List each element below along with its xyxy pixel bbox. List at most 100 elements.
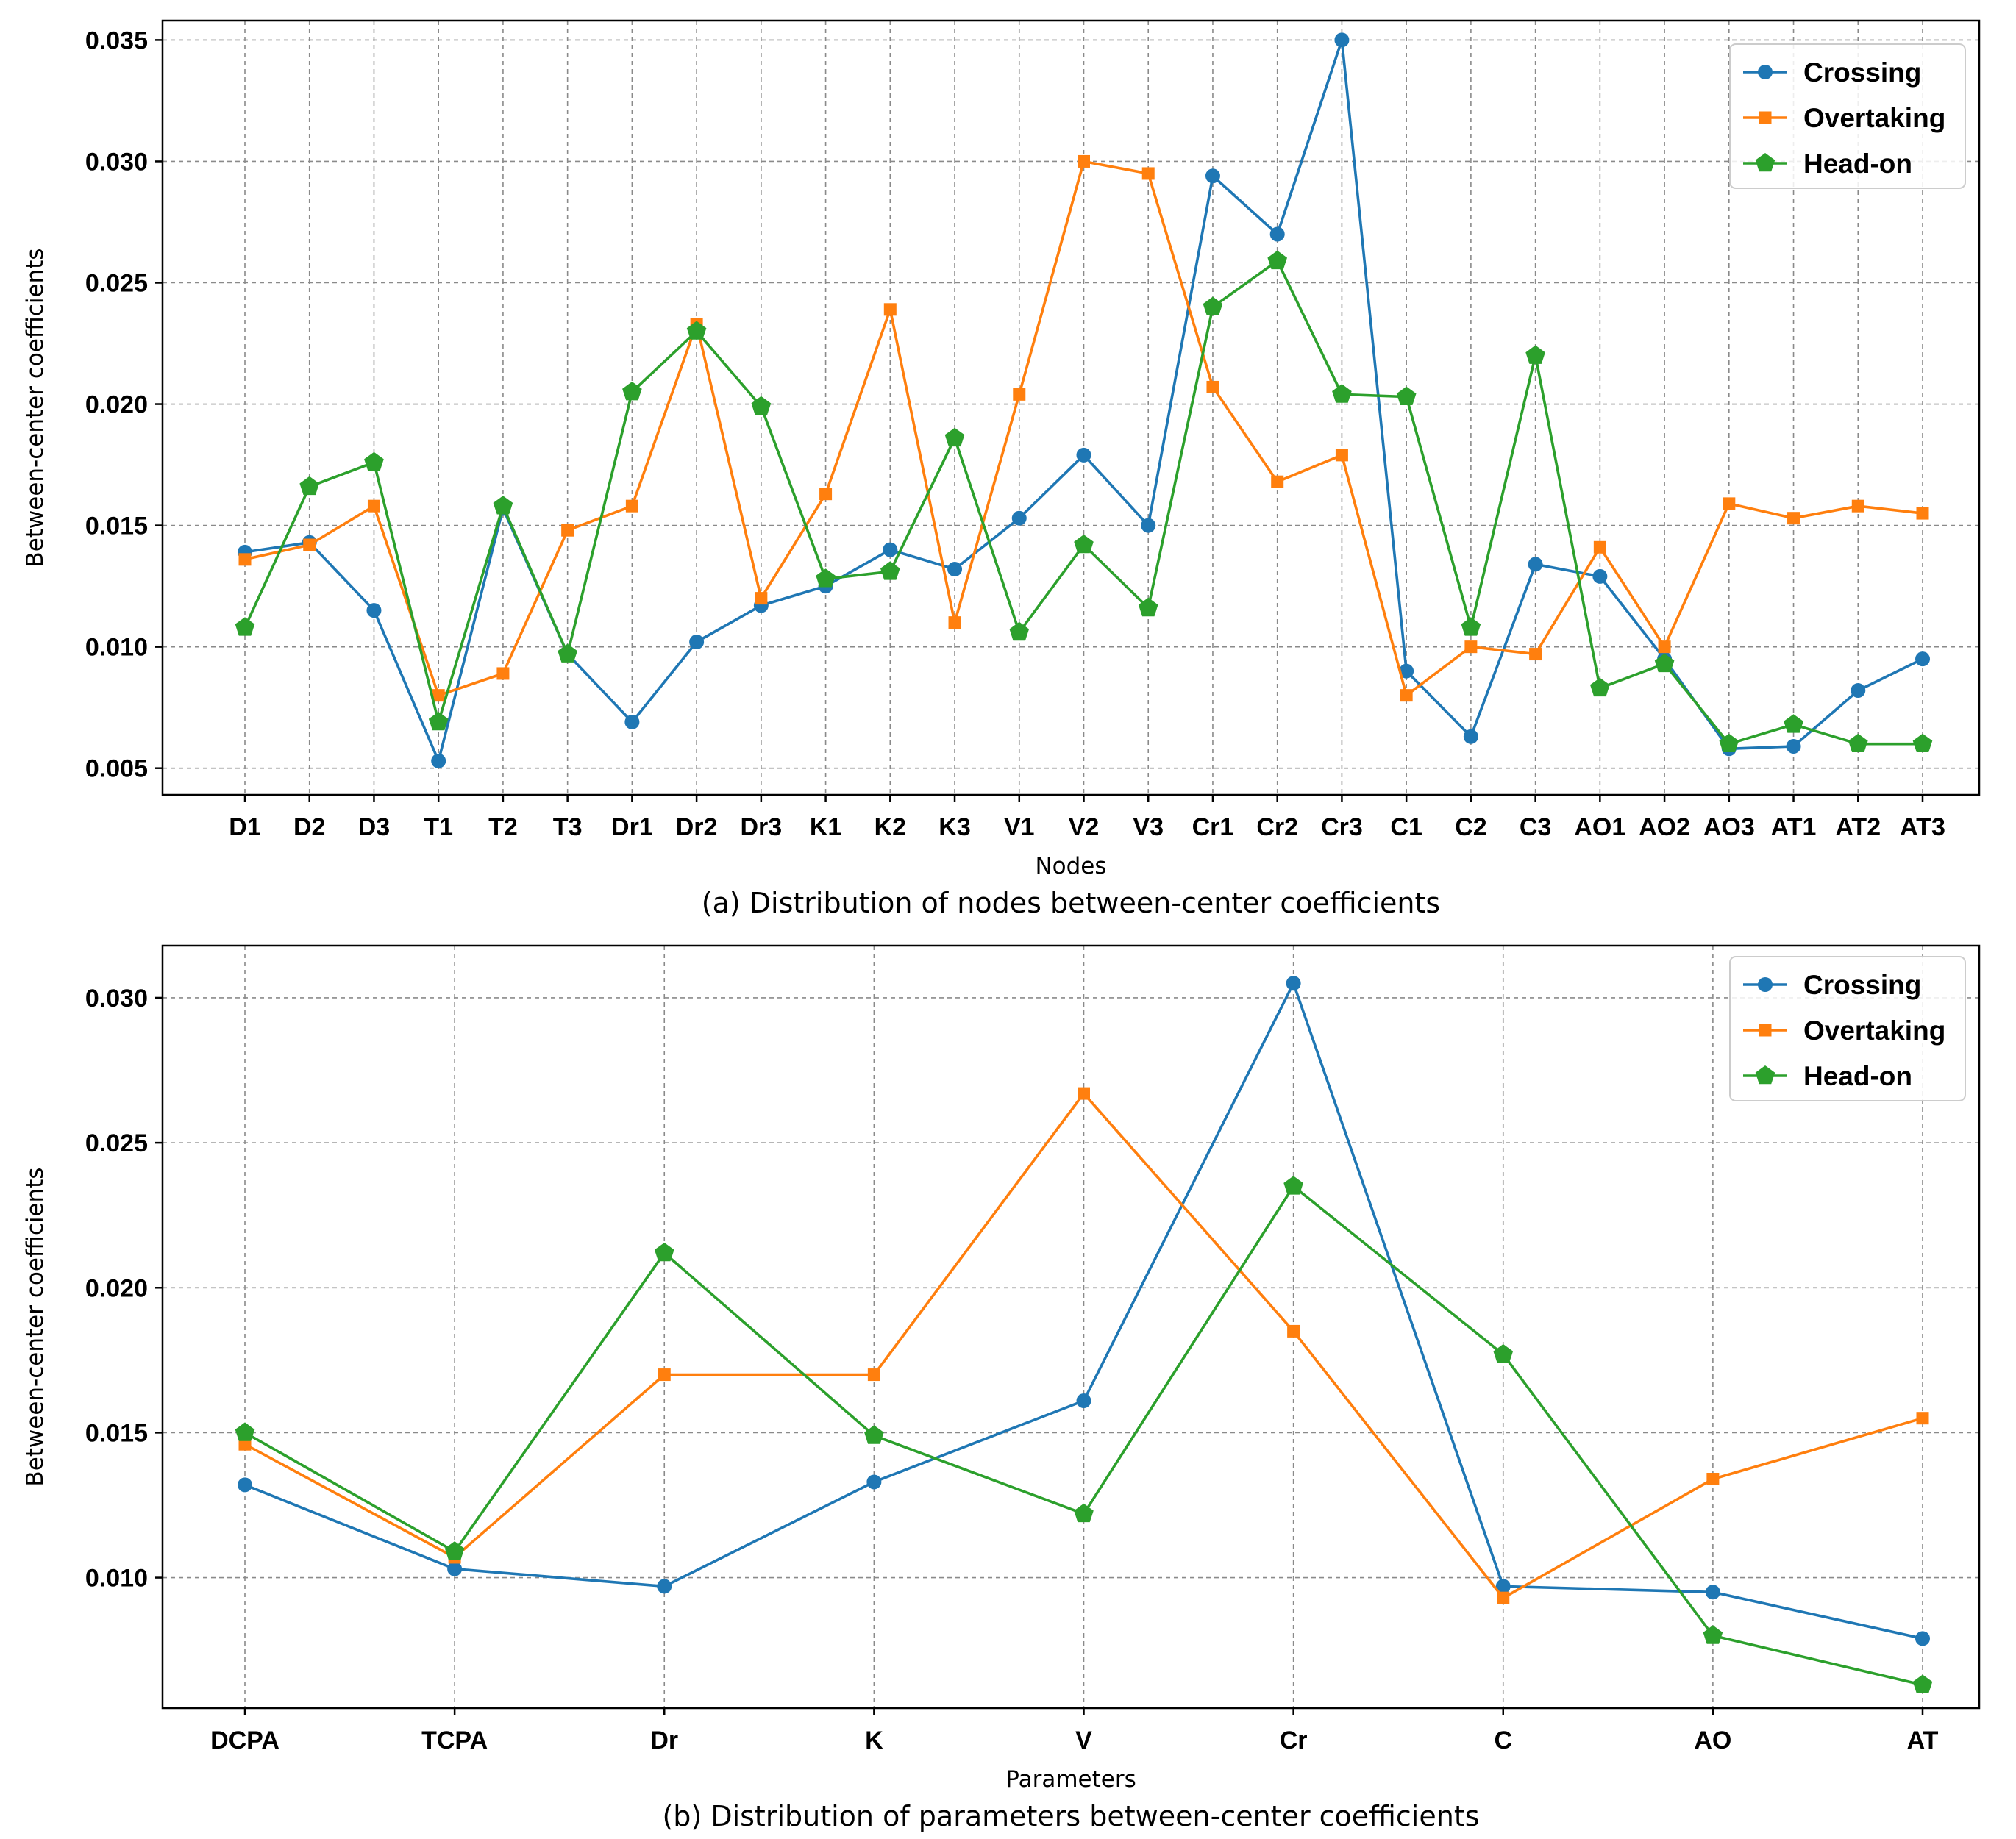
data-point-head-on (1912, 733, 1933, 752)
y-tick-label: 0.030 (85, 148, 148, 176)
plot-frame (161, 944, 1981, 1710)
data-point-overtaking (625, 499, 638, 513)
data-point-crossing (1915, 651, 1930, 667)
data-point-head-on (880, 561, 900, 580)
chart-panel-b: 0.010 0.015 0.020 0.025 0.030 DCPA TCPA Dr K V Cr C… (22, 944, 1981, 1832)
legend-label: Head-on (1803, 149, 1912, 179)
data-point-overtaking (883, 303, 897, 316)
data-point-head-on (428, 712, 449, 731)
data-point-head-on (1848, 733, 1868, 752)
data-point-crossing (1915, 1631, 1930, 1646)
legend: Crossing Overtaking Head-on (1729, 956, 1966, 1101)
x-axis-label: Parameters (1005, 1766, 1136, 1793)
data-point-overtaking (303, 538, 316, 551)
x-tick-label: C (1494, 1726, 1512, 1754)
series-overtaking (238, 1087, 1929, 1604)
x-tick-label: Cr3 (1321, 813, 1363, 841)
x-tick-label: Dr2 (676, 813, 718, 841)
data-point-crossing (1463, 729, 1478, 744)
data-point-crossing (1786, 738, 1801, 754)
x-tick-label: Cr2 (1256, 813, 1298, 841)
x-axis: DCPA TCPA Dr K V Cr C AO AT (210, 1708, 1939, 1754)
data-point-overtaking (1271, 475, 1284, 488)
data-point-crossing (1141, 518, 1156, 533)
data-point-crossing (947, 562, 963, 577)
series-head-on (235, 250, 1933, 752)
data-point-head-on (1719, 733, 1739, 752)
y-axis: 0.005 0.010 0.015 0.020 0.025 0.030 0.035 (85, 26, 163, 783)
legend-box (1729, 43, 1966, 189)
data-point-head-on (1074, 535, 1094, 554)
data-point-crossing (1851, 683, 1866, 699)
x-tick-label: DCPA (210, 1726, 279, 1754)
data-point-crossing (689, 635, 705, 650)
data-point-head-on (1396, 386, 1417, 405)
y-axis: 0.010 0.015 0.020 0.025 0.030 (85, 985, 163, 1593)
x-tick-label: C1 (1390, 813, 1422, 841)
y-tick-label: 0.005 (85, 755, 148, 783)
legend-label: Overtaking (1803, 103, 1945, 133)
data-point-overtaking (1206, 380, 1219, 393)
legend-box (1729, 956, 1966, 1101)
data-point-crossing (238, 1477, 252, 1493)
y-tick-label: 0.025 (85, 270, 148, 298)
x-tick-label: C3 (1520, 813, 1551, 841)
grid (163, 946, 1979, 1708)
x-tick-label: T3 (553, 813, 583, 841)
legend-marker (1758, 977, 1773, 992)
data-point-crossing (1286, 976, 1301, 991)
x-tick-label: V2 (1069, 813, 1100, 841)
data-point-crossing (883, 542, 898, 557)
data-point-overtaking (238, 553, 252, 566)
data-point-head-on (622, 382, 642, 401)
data-point-head-on (1332, 384, 1352, 403)
x-tick-label: D2 (293, 813, 325, 841)
data-point-head-on (1267, 250, 1287, 270)
x-tick-label: AT1 (1771, 813, 1817, 841)
x-tick-label: Dr1 (611, 813, 653, 841)
legend-marker (1759, 111, 1772, 124)
series-crossing (238, 976, 1930, 1646)
data-point-overtaking (658, 1368, 671, 1382)
data-point-head-on (944, 427, 965, 447)
legend-item: Crossing (1743, 57, 1921, 88)
legend-item: Head-on (1743, 1061, 1912, 1091)
x-tick-label: V3 (1133, 813, 1164, 841)
data-point-head-on (1203, 296, 1223, 315)
data-point-head-on (1138, 597, 1158, 617)
x-tick-label: K3 (938, 813, 970, 841)
data-point-overtaking (1529, 648, 1542, 661)
x-tick-label: T2 (488, 813, 518, 841)
data-point-overtaking (561, 524, 574, 537)
x-tick-label: K1 (810, 813, 841, 841)
data-point-head-on (1461, 617, 1481, 636)
data-point-overtaking (496, 667, 510, 680)
data-point-crossing (1592, 568, 1608, 584)
data-point-head-on (751, 396, 772, 415)
data-point-overtaking (1916, 1412, 1929, 1425)
data-point-crossing (866, 1474, 882, 1490)
y-tick-label: 0.015 (85, 513, 148, 540)
data-point-overtaking (948, 616, 961, 629)
data-point-overtaking (1287, 1324, 1300, 1338)
data-point-crossing (366, 603, 382, 618)
data-point-head-on (1009, 621, 1030, 641)
data-point-crossing (657, 1579, 672, 1594)
x-tick-label: Cr1 (1192, 813, 1234, 841)
data-point-head-on (1283, 1176, 1303, 1195)
data-point-overtaking (1464, 640, 1478, 654)
data-point-overtaking (1078, 154, 1090, 168)
data-point-head-on (686, 321, 707, 340)
data-point-crossing (1705, 1585, 1720, 1600)
data-point-head-on (364, 451, 384, 471)
y-tick-label: 0.010 (85, 634, 148, 662)
legend-marker (1758, 65, 1773, 79)
x-tick-label: V (1075, 1726, 1092, 1754)
x-tick-label: TCPA (421, 1726, 488, 1754)
data-point-crossing (1076, 1393, 1091, 1409)
legend-marker (1759, 1024, 1772, 1037)
legend-item: Overtaking (1743, 1015, 1945, 1046)
y-tick-label: 0.020 (85, 1274, 148, 1302)
data-point-head-on (1590, 677, 1610, 697)
